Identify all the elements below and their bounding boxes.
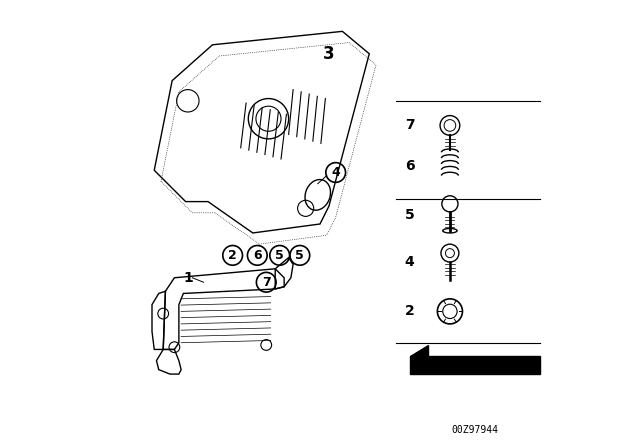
Polygon shape — [410, 345, 428, 356]
Text: 00Z97944: 00Z97944 — [451, 425, 498, 435]
Text: 4: 4 — [404, 255, 415, 269]
Text: 5: 5 — [296, 249, 304, 262]
Text: 2: 2 — [404, 304, 415, 319]
Text: 7: 7 — [404, 118, 415, 133]
Text: 3: 3 — [323, 45, 335, 63]
Text: 2: 2 — [228, 249, 237, 262]
Text: 5: 5 — [404, 208, 415, 222]
Text: 7: 7 — [262, 276, 271, 289]
Text: 6: 6 — [404, 159, 415, 173]
Text: 4: 4 — [332, 166, 340, 179]
Text: 5: 5 — [275, 249, 284, 262]
Text: 6: 6 — [253, 249, 262, 262]
Text: 1: 1 — [183, 271, 193, 285]
Polygon shape — [410, 356, 540, 374]
